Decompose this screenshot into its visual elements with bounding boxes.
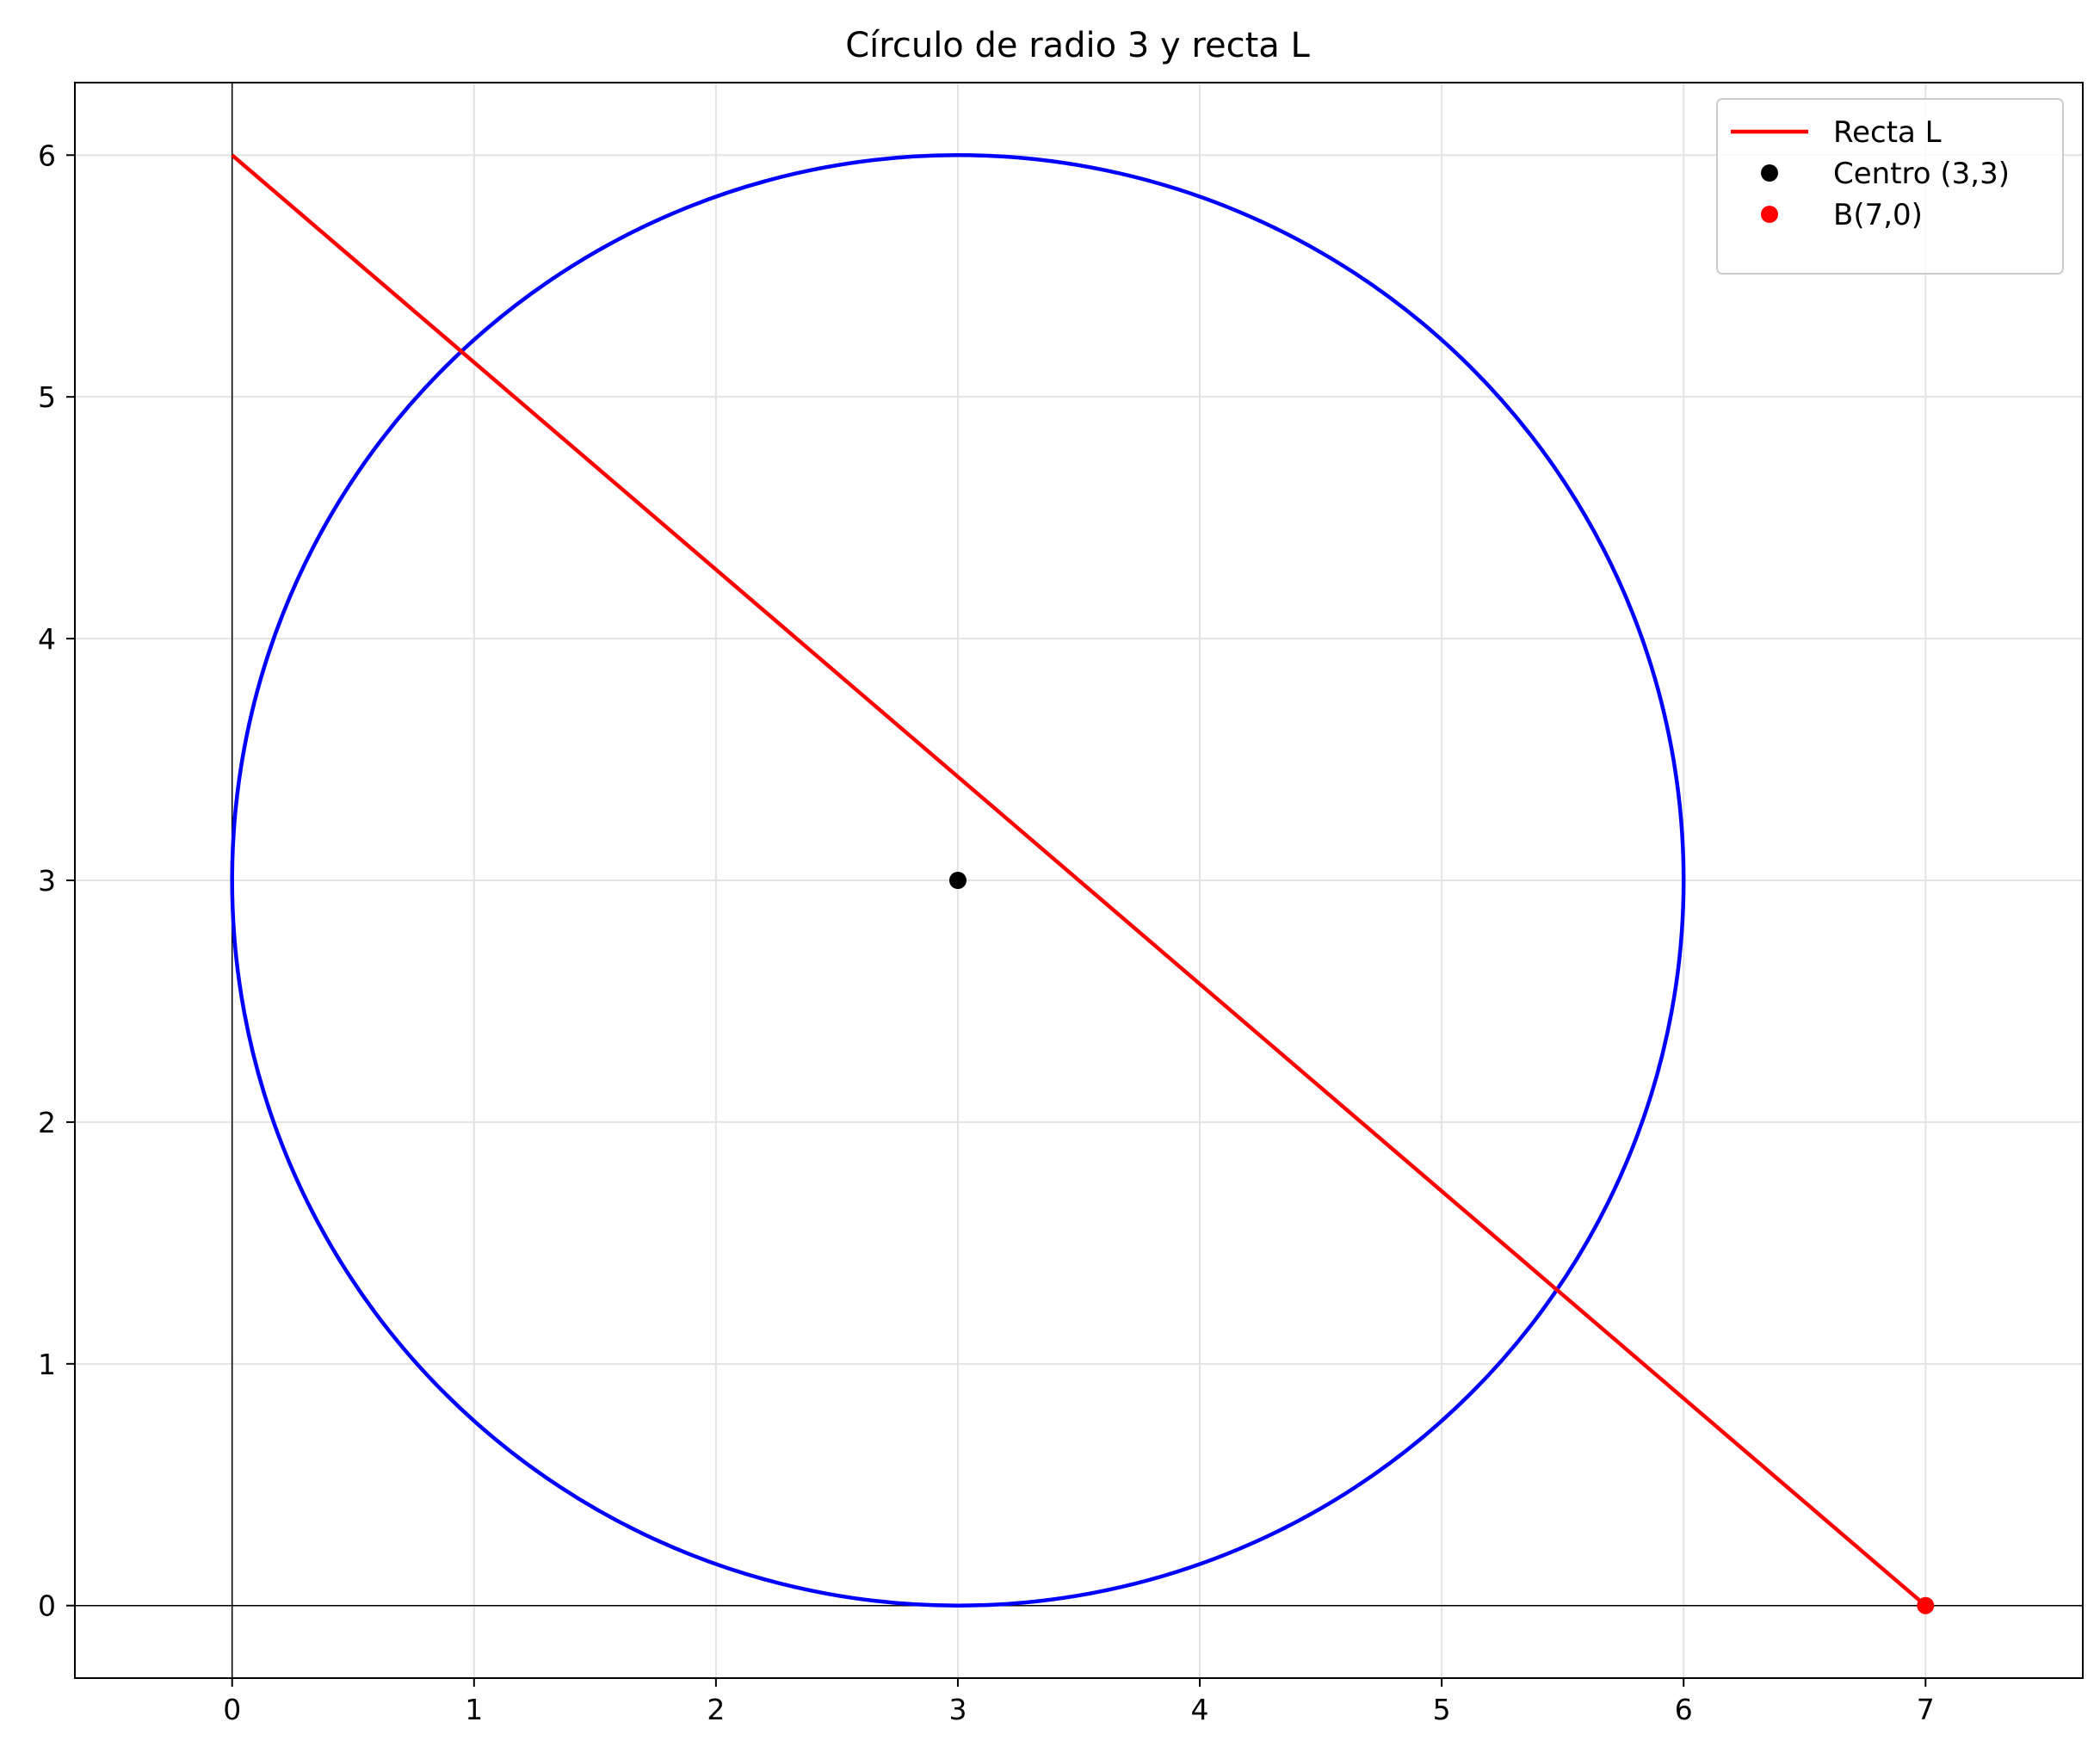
legend-label: B(7,0)	[1833, 198, 1923, 232]
x-tick-label: 6	[1675, 1693, 1693, 1726]
series-line-recta-l	[231, 153, 1927, 1608]
axis-ticks: 0 1 2 3 4 5 6 7 0 1 2 3 4 5 6	[38, 139, 1935, 1726]
plot-data	[230, 153, 1935, 1614]
x-tick-label: 5	[1433, 1693, 1451, 1726]
legend-point-marker	[1761, 206, 1778, 223]
y-tick-label: 2	[38, 1106, 56, 1139]
y-tick-label: 3	[38, 864, 56, 898]
x-tick-label: 3	[948, 1693, 967, 1726]
chart-title: Círculo de radio 3 y recta L	[845, 26, 1310, 65]
x-tick-label: 7	[1917, 1693, 1935, 1726]
y-tick-label: 6	[38, 139, 56, 172]
data-point	[1917, 1596, 1935, 1614]
x-tick-label: 2	[707, 1693, 725, 1726]
x-tick-label: 1	[465, 1693, 483, 1726]
y-tick-label: 0	[38, 1589, 56, 1623]
data-point	[948, 872, 967, 889]
y-tick-label: 5	[38, 380, 56, 414]
legend-box	[1716, 98, 2064, 275]
x-tick-label: 0	[223, 1693, 241, 1726]
legend-point-marker	[1761, 164, 1778, 182]
legend-label: Centro (3,3)	[1833, 157, 2010, 191]
legend: Recta L Centro (3,3) B(7,0)	[1716, 98, 2064, 275]
y-tick-label: 1	[38, 1348, 56, 1381]
y-tick-label: 4	[38, 622, 56, 656]
legend-label: Recta L	[1833, 115, 1942, 150]
x-tick-label: 4	[1191, 1693, 1209, 1726]
circle-curve	[230, 153, 1686, 1608]
